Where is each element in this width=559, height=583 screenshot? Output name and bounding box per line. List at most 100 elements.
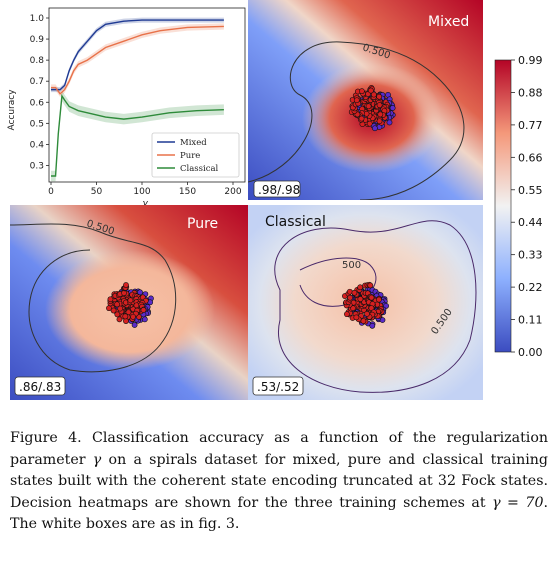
series-line-mixed [51, 19, 224, 91]
point-red [365, 103, 372, 110]
x-tick-label: 100 [133, 187, 150, 197]
y-tick-label: 0.7 [30, 77, 44, 87]
heatmap-classical-score-box [252, 376, 304, 396]
point-red [364, 310, 370, 317]
accuracy-lines [51, 19, 224, 177]
legend-box [151, 132, 240, 178]
point-red [121, 290, 127, 296]
heatmap-pure-score: .86/.83 [19, 380, 61, 394]
colorbar-tick-label: 0.44 [518, 216, 543, 229]
y-tick-label: 1.0 [30, 14, 45, 24]
heatmap-mixed-contour [248, 41, 465, 200]
x-tick-label: 0 [48, 187, 54, 197]
heatmap-pure-points [106, 282, 154, 328]
point-red [358, 88, 365, 95]
colorbar-tick-label: 0.66 [518, 151, 543, 164]
point-blue [386, 119, 393, 126]
heatmap-mixed-score: .98/.98 [258, 183, 300, 197]
point-red [122, 313, 129, 320]
heatmap-pure-score-box [14, 376, 66, 396]
point-blue [372, 125, 378, 132]
x-tick-label: 150 [179, 187, 196, 197]
point-red [376, 102, 383, 108]
point-red [106, 305, 112, 312]
y-tick-label: 0.3 [30, 161, 44, 171]
heatmap-classical-points [342, 281, 389, 329]
figure-caption: Figure 4. Classification accuracy as a f… [10, 428, 548, 536]
point-blue [369, 322, 376, 329]
point-red [357, 284, 364, 291]
point-red [344, 311, 350, 318]
point-red [140, 307, 147, 313]
y-tick-label: 0.4 [30, 140, 45, 150]
caption-text-1: Classification accuracy as a function of… [10, 430, 549, 468]
point-red [367, 87, 374, 94]
point-red [358, 115, 365, 122]
point-red [353, 97, 360, 104]
caption-gamma: γ [92, 451, 102, 468]
colorbar-tick-label: 0.33 [518, 249, 543, 262]
y-tick-label: 0.6 [30, 98, 45, 108]
point-red [367, 282, 374, 289]
heatmap-mixed-points [348, 85, 396, 132]
x-tick-label: 50 [91, 187, 103, 197]
point-red [366, 120, 373, 127]
caption-text-3: . The white boxes are as in fig. 3. [10, 494, 548, 533]
y-tick-label: 0.9 [30, 35, 45, 45]
point-red [117, 305, 124, 312]
heatmap-pure-title: Pure [187, 216, 218, 232]
point-red [351, 289, 358, 296]
band-classical [51, 90, 224, 182]
point-red [347, 294, 353, 301]
point-red [114, 301, 120, 308]
legend-label-pure: Pure [180, 151, 200, 161]
point-red [360, 318, 367, 324]
point-red [116, 316, 123, 323]
point-red [114, 311, 121, 318]
heatmap-classical-score: .53/.52 [257, 380, 299, 394]
colorbar-tick-label: 0.99 [518, 54, 543, 67]
legend-label-mixed: Mixed [180, 138, 207, 148]
band-pure [51, 23, 224, 98]
heatmap-classical-contour-inner [299, 257, 377, 307]
caption-text-2: on a spirals dataset for mixed, pure and… [10, 451, 548, 511]
heatmap-pure-contour [10, 223, 177, 373]
point-red [130, 313, 136, 320]
point-red [353, 314, 360, 321]
colorbar-tick-label: 0.77 [518, 119, 543, 132]
heatmap-mixed: 0.500 Mixed .98/.98 [248, 0, 483, 200]
point-red [377, 111, 384, 118]
colorbar: 0.00 0.11 0.22 0.33 0.44 0.55 0.66 0.77 0.88 0.99 [494, 54, 543, 359]
legend-label-classical: Classical [180, 164, 219, 174]
heatmap-pure: 0.500 Pure .86/.83 [10, 205, 248, 400]
colorbar-tick-label: 0.22 [518, 281, 543, 294]
point-red [368, 294, 375, 301]
figure-4: 0 50 100 150 200 0.3 0.4 0.5 0.6 0.7 0.8 0.9 1.0 Acc… [7, 0, 543, 400]
point-red [376, 93, 383, 100]
accuracy-ylabel: Accuracy [7, 89, 17, 131]
point-red [110, 307, 117, 314]
series-line-classical [51, 93, 224, 177]
point-red [123, 282, 129, 288]
point-red [107, 296, 114, 303]
colorbar-tick-label: 0.55 [518, 184, 543, 197]
accuracy-xlabel: γ [142, 199, 148, 209]
point-red [375, 296, 382, 303]
point-blue [131, 322, 138, 328]
heatmap-classical: 500 0.500 Classical .53/.52 [248, 205, 483, 400]
colorbar-tick-label: 0.00 [518, 346, 543, 359]
caption-label: Figure 4. [10, 430, 82, 446]
heatmap-classical-contour-outer [274, 220, 477, 393]
point-red [133, 302, 140, 309]
caption-gamma-eq: γ = 70 [492, 494, 544, 511]
heatmap-mixed-title: Mixed [428, 14, 469, 30]
y-tick-label: 0.5 [30, 119, 44, 129]
accuracy-legend: Mixed Pure Classical [151, 132, 240, 178]
accuracy-chart: 0 50 100 150 200 0.3 0.4 0.5 0.6 0.7 0.8 0.9 1.0 Acc… [7, 7, 246, 209]
point-red [127, 297, 134, 304]
point-red [357, 296, 364, 302]
heatmap-classical-title: Classical [265, 214, 326, 230]
point-blue [141, 316, 148, 323]
heatmap-mixed-score-box [253, 180, 301, 198]
point-red [376, 118, 383, 125]
